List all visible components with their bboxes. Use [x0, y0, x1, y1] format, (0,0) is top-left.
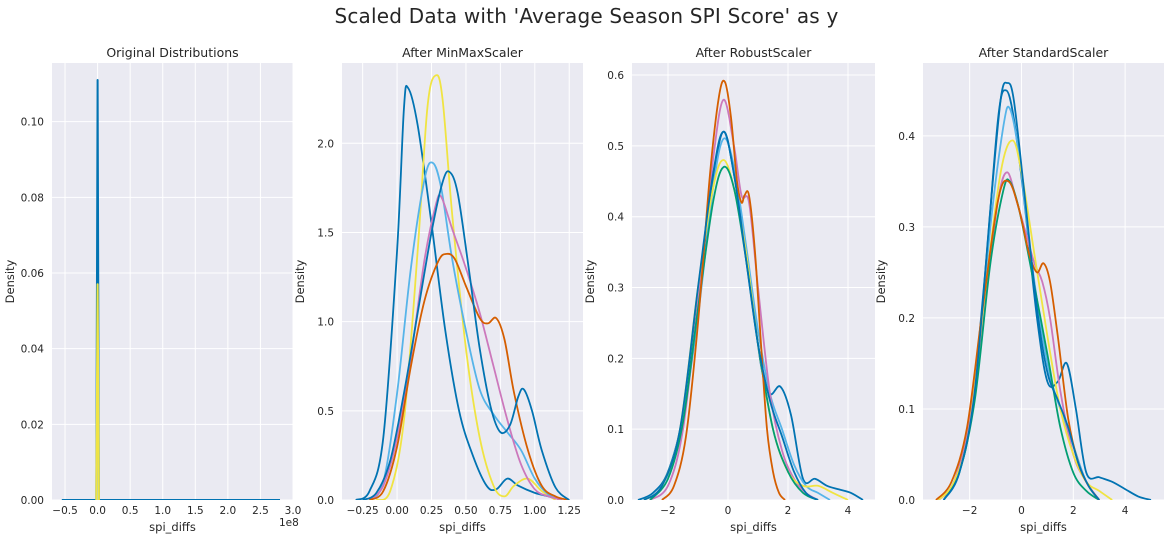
- density-curve-5: [649, 165, 819, 500]
- y-axis-label: Density: [874, 259, 888, 303]
- density-curve-5: [369, 252, 570, 500]
- y-tick-label: 0.6: [607, 70, 624, 82]
- y-tick-label: 1.0: [317, 317, 334, 329]
- plot-area: [342, 63, 583, 500]
- y-tick-label: 0.3: [607, 283, 624, 295]
- subplot-3: −2 0 2 4 0.0 0.1 0.2 0.3 0.4 0.5 0.6 After RobustSc…: [583, 45, 875, 534]
- y-tick-label: 0.00: [21, 495, 44, 507]
- density-curve-4: [368, 194, 563, 500]
- subplot-title: After RobustScaler: [696, 45, 813, 60]
- subplot-4: −2 0 2 4 0.0 0.1 0.2 0.3 0.4 After StandardScaler…: [874, 45, 1164, 534]
- x-tick-label: −0.25: [347, 505, 379, 517]
- density-curve-6: [661, 79, 786, 500]
- y-tick-label: 0.2: [607, 353, 624, 365]
- y-tick-label: 0.10: [21, 117, 44, 129]
- x-tick-label: −0.5: [52, 505, 78, 517]
- y-tick-label: 0.3: [898, 222, 915, 234]
- subplot-title: After MinMaxScaler: [402, 45, 524, 60]
- x-tick-label: 0: [725, 505, 732, 517]
- y-tick-label: 0.02: [21, 419, 44, 431]
- y-axis-label: Density: [583, 259, 597, 303]
- y-tick-label: 0.4: [898, 131, 915, 143]
- y-tick-label: 0.5: [317, 406, 334, 418]
- plot-area: [923, 63, 1164, 500]
- x-tick-label: 0.5: [122, 505, 139, 517]
- y-tick-label: 0.5: [607, 141, 624, 153]
- plot-area: [52, 63, 293, 500]
- x-tick-label: 2: [785, 505, 792, 517]
- y-tick-label: 2.0: [317, 138, 334, 150]
- density-curve-1: [355, 84, 563, 500]
- y-tick-label: 0.4: [607, 212, 624, 224]
- x-offset-text: 1e8: [279, 517, 299, 529]
- density-curve-1: [61, 79, 280, 500]
- x-axis-label: spi_diffs: [149, 520, 196, 534]
- x-tick-label: 1.25: [558, 505, 581, 517]
- x-tick-label: −2: [660, 505, 675, 517]
- y-tick-label: 0.1: [607, 424, 624, 436]
- x-tick-label: 1.0: [154, 505, 171, 517]
- density-curve-2: [375, 74, 556, 500]
- x-tick-label: 2: [1070, 505, 1077, 517]
- x-tick-label: 0.00: [385, 505, 408, 517]
- plot-area: [632, 63, 875, 500]
- y-axis-label: Density: [3, 259, 17, 303]
- x-tick-label: 2.5: [252, 505, 269, 517]
- y-tick-label: 0.08: [21, 192, 44, 204]
- subplot-title: After StandardScaler: [979, 45, 1109, 60]
- x-tick-label: 1.5: [187, 505, 204, 517]
- density-curve-7: [942, 81, 1100, 500]
- x-tick-label: 0.75: [489, 505, 512, 517]
- density-curve-6: [362, 170, 570, 500]
- y-tick-label: 0.1: [898, 404, 915, 416]
- y-tick-label: 0.04: [21, 344, 45, 356]
- x-axis-label: spi_diffs: [1020, 520, 1067, 534]
- y-tick-label: 0.06: [21, 268, 45, 280]
- x-tick-label: 0.25: [420, 505, 443, 517]
- y-tick-label: 0.0: [898, 495, 915, 507]
- x-tick-label: 0.0: [89, 505, 106, 517]
- density-curve-2: [95, 283, 100, 500]
- figure-title: Scaled Data with 'Average Season SPI Sco…: [334, 4, 839, 28]
- subplot-1: −0.5 0.0 0.5 1.0 1.5 2.0 2.5 3.0 0.00 0.02 0.04 0.0…: [3, 45, 301, 534]
- x-tick-label: 1.00: [523, 505, 546, 517]
- x-tick-label: 0.50: [454, 505, 477, 517]
- x-axis-label: spi_diffs: [439, 520, 486, 534]
- density-curve-7: [643, 130, 819, 500]
- x-tick-label: 0: [1018, 505, 1025, 517]
- x-tick-label: 4: [1122, 505, 1129, 517]
- y-tick-label: 1.5: [317, 227, 334, 239]
- y-tick-label: 0.2: [898, 313, 915, 325]
- x-tick-label: −2: [962, 505, 977, 517]
- subplot-title: Original Distributions: [106, 45, 238, 60]
- subplot-2: −0.25 0.00 0.25 0.50 0.75 1.00 1.25 0.0 0.5 1.0 1.…: [293, 45, 583, 534]
- x-tick-label: 2.0: [220, 505, 237, 517]
- y-tick-label: 0.0: [317, 495, 334, 507]
- x-tick-label: 4: [845, 505, 852, 517]
- y-axis-label: Density: [293, 259, 307, 303]
- density-curve-3: [368, 161, 563, 500]
- y-tick-label: 0.0: [607, 495, 624, 507]
- x-tick-label: 3.0: [285, 505, 302, 517]
- x-axis-label: spi_diffs: [730, 520, 777, 534]
